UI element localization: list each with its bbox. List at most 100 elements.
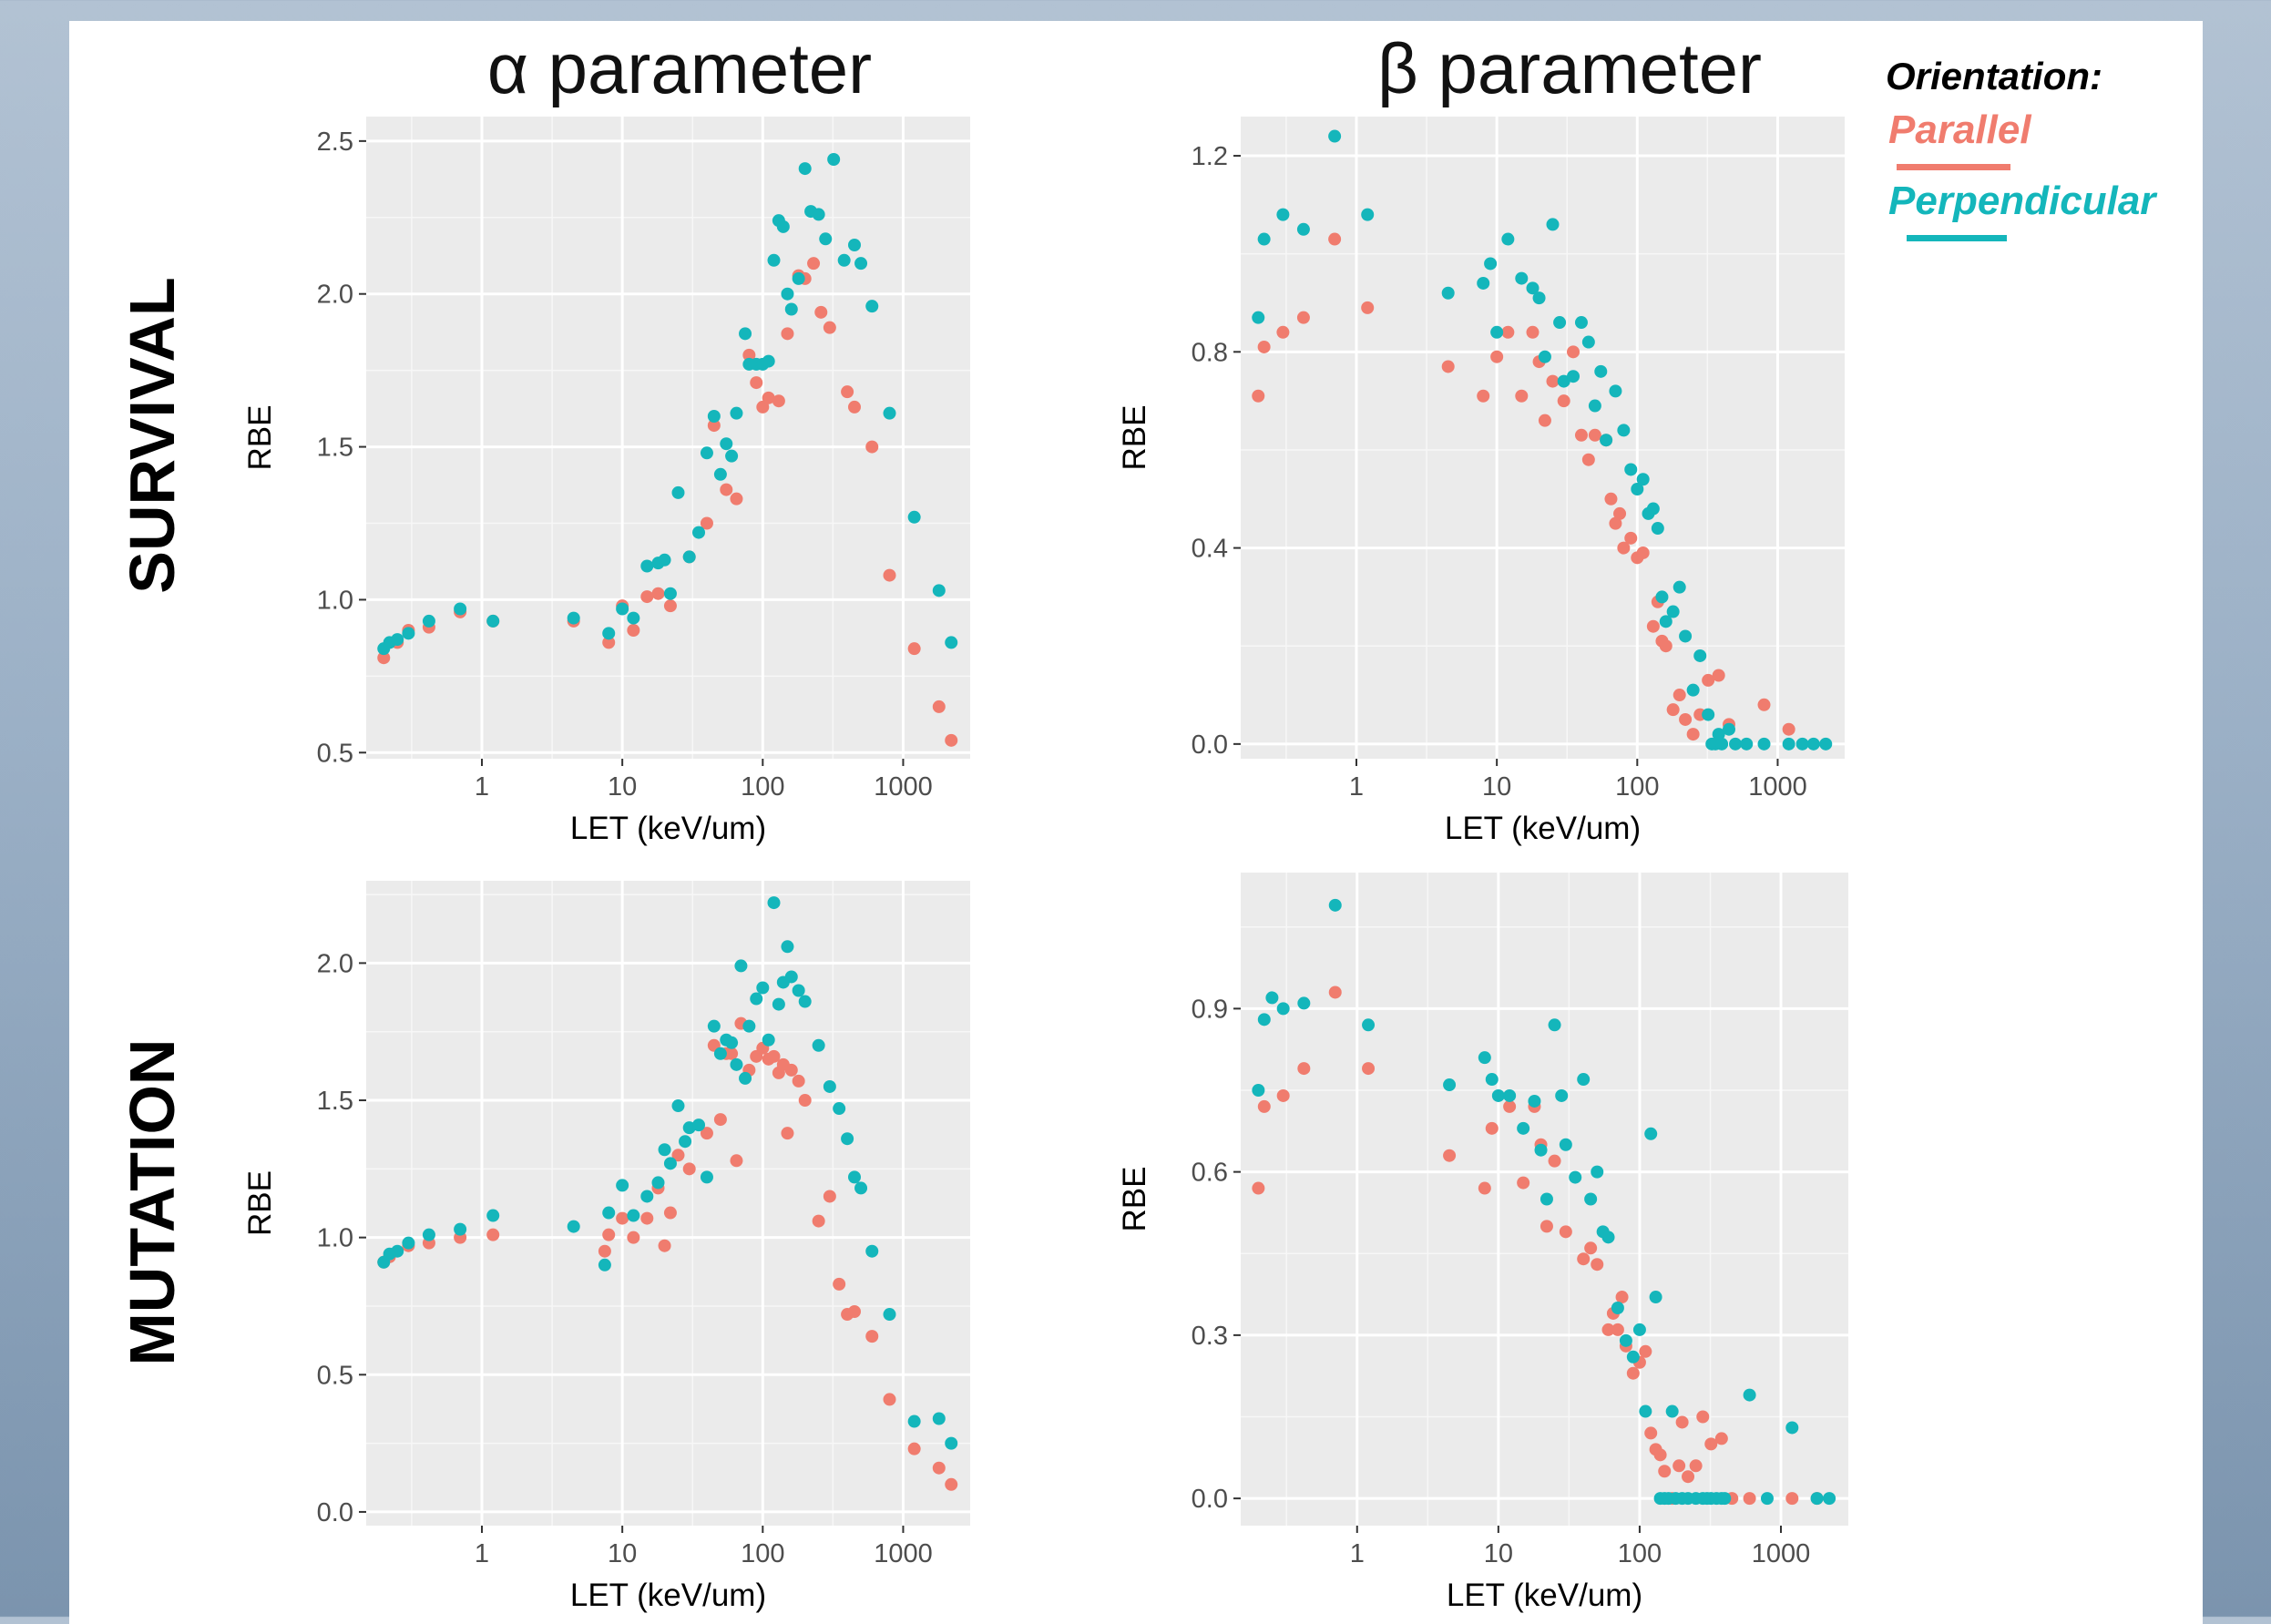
data-point — [1557, 394, 1570, 408]
data-point — [1823, 1492, 1836, 1506]
data-point — [1490, 325, 1504, 339]
data-point — [663, 1206, 677, 1220]
data-point — [907, 642, 921, 656]
data-point — [707, 410, 721, 423]
data-point — [1611, 1323, 1624, 1336]
data-point — [854, 257, 868, 271]
data-point — [807, 257, 821, 271]
y-tick-label: 0.5 — [317, 739, 353, 768]
data-point — [865, 300, 879, 313]
x-tick-label: 100 — [1615, 772, 1659, 802]
data-point — [1696, 1410, 1710, 1424]
alpha-title: α parameter — [486, 28, 873, 108]
data-point — [1609, 384, 1622, 398]
data-point — [616, 602, 629, 616]
data-point — [567, 611, 580, 625]
data-point — [1613, 506, 1627, 520]
series-perpendicular — [377, 153, 958, 656]
x-axis-label: LET (keV/um) — [570, 811, 766, 846]
data-point — [651, 1176, 665, 1190]
y-tick-label: 2.0 — [317, 949, 353, 978]
data-point — [1631, 483, 1644, 496]
data-point — [1782, 722, 1795, 736]
data-point — [713, 467, 727, 481]
data-point — [1567, 345, 1580, 359]
data-point — [1655, 590, 1669, 604]
data-point — [1559, 1138, 1572, 1151]
data-point — [1591, 1258, 1604, 1272]
y-tick-label: 1.2 — [1192, 142, 1228, 171]
data-point — [1581, 453, 1595, 466]
chart-panel-1: 1 10 100 1000 0.0 0.4 0.8 1.2 LET (keV/um) RBE — [1117, 117, 1845, 846]
data-point — [798, 1094, 812, 1108]
y-tick-label: 0.9 — [1192, 995, 1228, 1024]
data-point — [1666, 703, 1680, 717]
data-point — [883, 1393, 896, 1406]
data-point — [679, 1135, 692, 1149]
data-point — [1686, 683, 1700, 697]
data-point — [1646, 619, 1660, 633]
y-tick-label: 0.8 — [1192, 338, 1228, 367]
data-point — [1276, 1088, 1290, 1102]
data-point — [1477, 389, 1490, 403]
x-tick-label: 10 — [1482, 772, 1511, 802]
data-point — [907, 510, 921, 524]
data-point — [1714, 1432, 1728, 1445]
y-axis-label: RBE — [242, 405, 278, 471]
data-point — [1328, 986, 1342, 999]
data-point — [1644, 1426, 1658, 1440]
data-point — [1594, 364, 1608, 378]
data-point — [486, 1209, 500, 1222]
data-point — [602, 1206, 616, 1220]
data-point — [1584, 1192, 1598, 1206]
data-point — [883, 1308, 896, 1322]
data-point — [1636, 473, 1650, 486]
data-point — [798, 995, 812, 1008]
data-point — [1478, 1181, 1491, 1195]
data-point — [1490, 350, 1504, 363]
plot-background — [366, 881, 970, 1526]
data-point — [1617, 541, 1631, 555]
data-point — [1675, 1415, 1689, 1429]
data-point — [1617, 424, 1631, 437]
data-point — [1557, 374, 1570, 388]
data-point — [1441, 286, 1455, 300]
data-point — [1760, 1492, 1774, 1506]
data-point — [1615, 1291, 1629, 1304]
data-point — [486, 614, 500, 628]
data-point — [1265, 991, 1279, 1005]
data-point — [1574, 428, 1588, 442]
data-point — [720, 483, 733, 496]
data-point — [756, 400, 770, 414]
data-point — [1600, 434, 1613, 447]
data-point — [1624, 463, 1638, 476]
data-point — [1555, 1088, 1569, 1102]
data-point — [1517, 1121, 1530, 1135]
data-point — [847, 400, 861, 414]
data-point — [772, 394, 785, 408]
y-axis-label: RBE — [1117, 1167, 1152, 1232]
data-point — [1478, 1051, 1491, 1065]
data-point — [602, 636, 616, 649]
x-tick-label: 1 — [475, 772, 489, 802]
x-tick-label: 1 — [1349, 772, 1364, 802]
data-point — [1534, 1143, 1548, 1157]
data-point — [1501, 232, 1515, 246]
data-point — [833, 1277, 846, 1291]
data-point — [814, 305, 828, 319]
data-point — [658, 1143, 671, 1157]
data-point — [663, 587, 677, 600]
data-point — [700, 446, 713, 460]
data-point — [1328, 898, 1342, 912]
data-point — [932, 700, 946, 713]
series-perpendicular — [1252, 898, 1836, 1506]
data-point — [1704, 1437, 1718, 1451]
data-point — [945, 636, 958, 649]
data-point — [1569, 1170, 1582, 1184]
data-point — [1362, 1018, 1376, 1032]
data-point — [1538, 414, 1551, 427]
y-axis-label: RBE — [1117, 405, 1152, 471]
y-axis-label: RBE — [242, 1170, 278, 1236]
data-point — [1443, 1149, 1457, 1162]
data-point — [932, 1412, 946, 1425]
